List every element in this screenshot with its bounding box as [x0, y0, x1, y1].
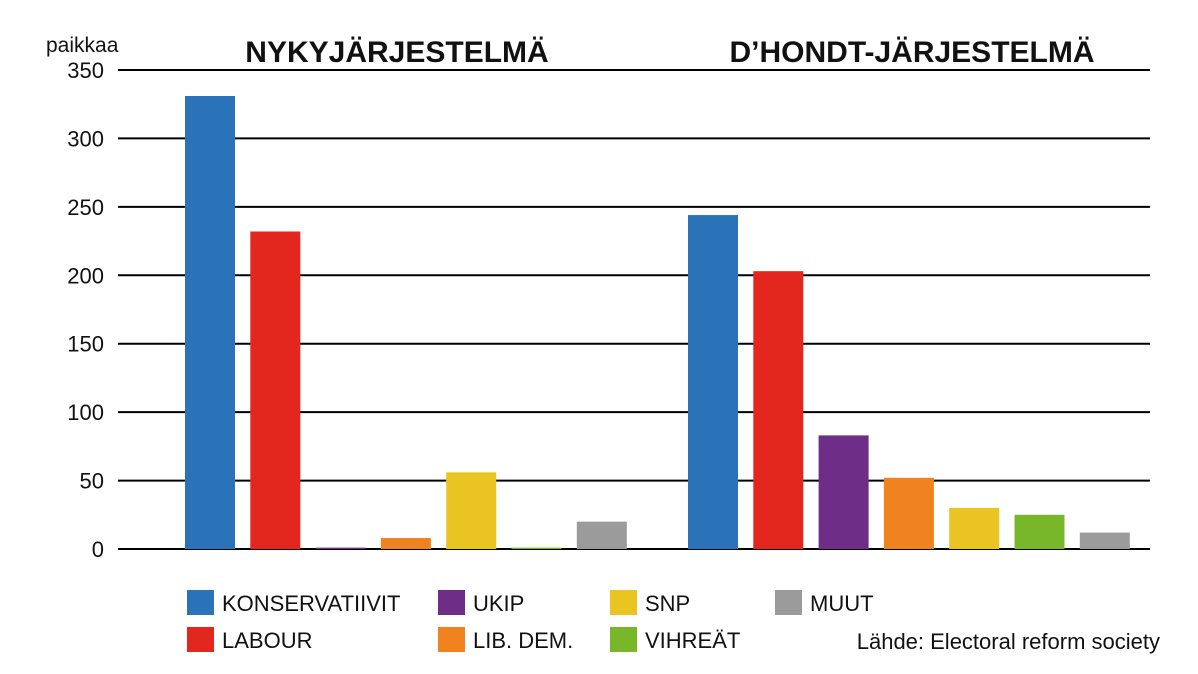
y-axis-ticks: 0 50 100 150 200 250 300 350	[67, 58, 104, 562]
legend-label-lib-dem: LIB. DEM.	[473, 628, 573, 653]
bar-panel1-lib-dem	[380, 538, 431, 549]
y-tick-label-50: 50	[80, 469, 104, 494]
panel-title-nykyjarjestelma: NYKYJÄRJESTELMÄ	[245, 36, 548, 69]
legend: KONSERVATIIVIT UKIP SNP MUUT LABOUR LIB. DEM.…	[187, 590, 874, 653]
y-tick-label-150: 150	[67, 332, 104, 357]
legend-swatch-labour	[187, 627, 214, 652]
bar-panel2-labour	[753, 271, 804, 549]
bar-panel1-snp	[446, 472, 497, 549]
bar-panel1-labour	[250, 231, 301, 549]
y-axis-label: paikkaa	[46, 34, 119, 57]
bar-panel2-konservatiivit	[688, 215, 738, 549]
legend-label-vihreat: VIHREÄT	[645, 628, 740, 653]
legend-swatch-vihreat	[610, 627, 637, 652]
y-tick-label-200: 200	[67, 263, 104, 288]
bar-panel2-snp	[949, 507, 1000, 549]
bar-panel2-vihreat	[1014, 514, 1065, 549]
bar-panel2-muut	[1079, 532, 1130, 549]
legend-label-snp: SNP	[645, 591, 690, 616]
bar-layer	[185, 96, 1130, 549]
y-tick-label-350: 350	[67, 58, 104, 83]
bar-panel1-muut	[576, 521, 627, 549]
y-tick-label-300: 300	[67, 126, 104, 151]
legend-label-muut: MUUT	[810, 591, 874, 616]
bar-panel2-lib-dem	[883, 477, 934, 549]
bar-panel1-vihreat	[511, 547, 562, 549]
legend-swatch-snp	[610, 590, 637, 615]
legend-label-ukip: UKIP	[473, 591, 524, 616]
legend-swatch-lib-dem	[438, 627, 465, 652]
legend-swatch-muut	[775, 590, 802, 615]
source-note: Lähde: Electoral reform society	[857, 629, 1160, 654]
y-tick-label-100: 100	[67, 400, 104, 425]
bar-panel1-ukip	[315, 547, 366, 549]
legend-label-konservatiivit: KONSERVATIIVIT	[222, 591, 400, 616]
bar-panel2-ukip	[818, 435, 869, 549]
legend-swatch-konservatiivit	[187, 590, 214, 615]
panel-title-dhondt: D’HONDT-JÄRJESTELMÄ	[729, 36, 1094, 69]
legend-swatch-ukip	[438, 590, 465, 615]
bar-panel1-konservatiivit	[185, 96, 235, 549]
legend-label-labour: LABOUR	[222, 628, 312, 653]
y-tick-label-0: 0	[92, 537, 104, 562]
y-tick-label-250: 250	[67, 195, 104, 220]
